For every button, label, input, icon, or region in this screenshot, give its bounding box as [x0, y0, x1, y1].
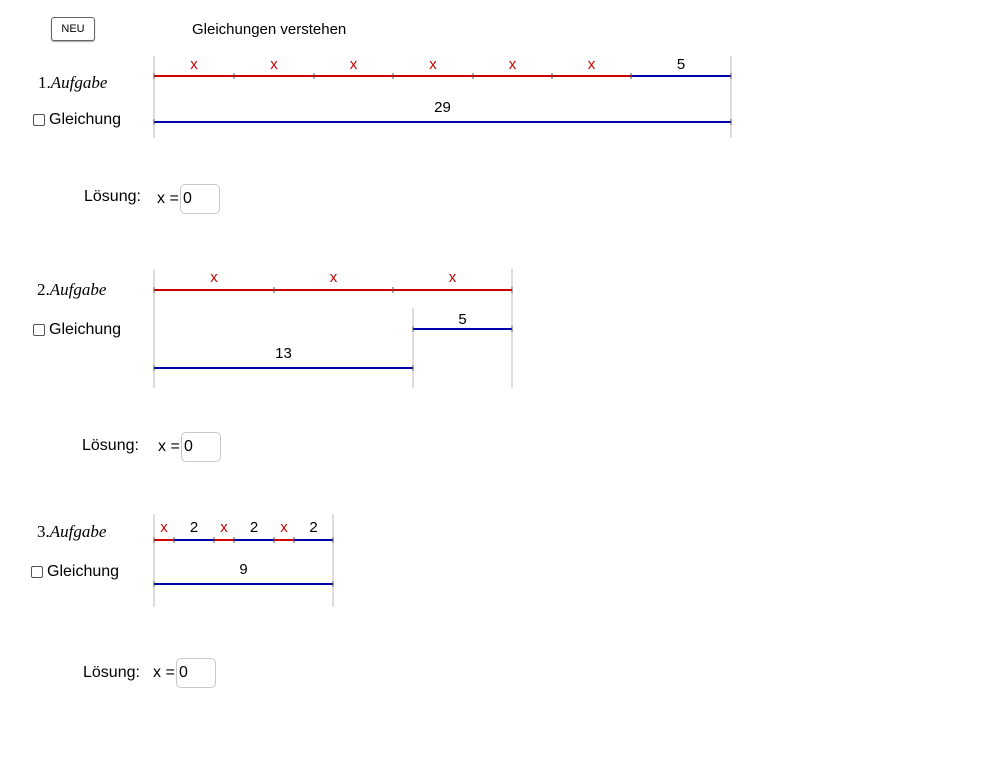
task-2-solution-label: Lösung:: [82, 437, 139, 454]
task-2-label: 2.Aufgabe: [37, 280, 106, 300]
task-1-label: 1.Aufgabe: [38, 73, 107, 93]
task-3-title: Aufgabe: [49, 522, 107, 541]
task-2-top-label: x: [210, 269, 218, 286]
task-1-equation-toggle[interactable]: Gleichung: [33, 111, 121, 129]
task-2-title: Aufgabe: [49, 280, 107, 299]
task-3-answer-input[interactable]: [176, 658, 216, 688]
task-2-equation-label: Gleichung: [49, 321, 122, 338]
task-1-top-label: x: [190, 56, 198, 73]
task-3-label: 3.Aufgabe: [37, 522, 106, 542]
task-2-equation-checkbox[interactable]: [33, 324, 45, 336]
task-2-x-label: x =: [158, 438, 180, 455]
task-3-bottom-label: 9: [239, 561, 247, 578]
task-2-number: 2.: [37, 280, 50, 299]
task-3-top-label: 2: [250, 519, 258, 536]
task-1-top-label: x: [350, 56, 358, 73]
task-1-answer-input[interactable]: [180, 184, 220, 214]
task-2-bottom-label: 13: [275, 345, 292, 362]
task-1-solution-label: Lösung:: [84, 188, 141, 205]
page-title: Gleichungen verstehen: [192, 21, 347, 38]
task-1-number: 1.: [38, 73, 51, 92]
task-3-top-label: x: [280, 519, 288, 536]
task-3-equation-checkbox[interactable]: [31, 566, 43, 578]
task-3-top-label: 2: [309, 519, 317, 536]
task-1-equation-label: Gleichung: [49, 111, 122, 128]
task-3-top-label: x: [220, 519, 228, 536]
task-1-x-label: x =: [157, 190, 179, 207]
task-3-solution-label: Lösung:: [83, 664, 140, 681]
task-1-top-label: x: [588, 56, 596, 73]
task-1-top-label: x: [429, 56, 437, 73]
task-3-top-label: 2: [190, 519, 198, 536]
task-2-middle-label: 5: [458, 311, 466, 328]
new-button[interactable]: NEU: [51, 17, 95, 41]
task-2-top-label: x: [330, 269, 338, 286]
task-3-equation-toggle[interactable]: Gleichung: [31, 563, 119, 581]
task-2-top-label: x: [449, 269, 457, 286]
task-1-title: Aufgabe: [50, 73, 108, 92]
task-1-top-label: x: [270, 56, 278, 73]
task-3-top-label: x: [160, 519, 168, 536]
task-1-equation-checkbox[interactable]: [33, 114, 45, 126]
task-3-number: 3.: [37, 522, 50, 541]
task-3-equation-label: Gleichung: [47, 563, 120, 580]
task-1-top-label: x: [509, 56, 517, 73]
task-2-equation-toggle[interactable]: Gleichung: [33, 321, 121, 339]
task-3-x-label: x =: [153, 664, 175, 681]
task-1-top-label: 5: [677, 56, 685, 73]
task-2-answer-input[interactable]: [181, 432, 221, 462]
task-1-bottom-label: 29: [434, 99, 451, 116]
